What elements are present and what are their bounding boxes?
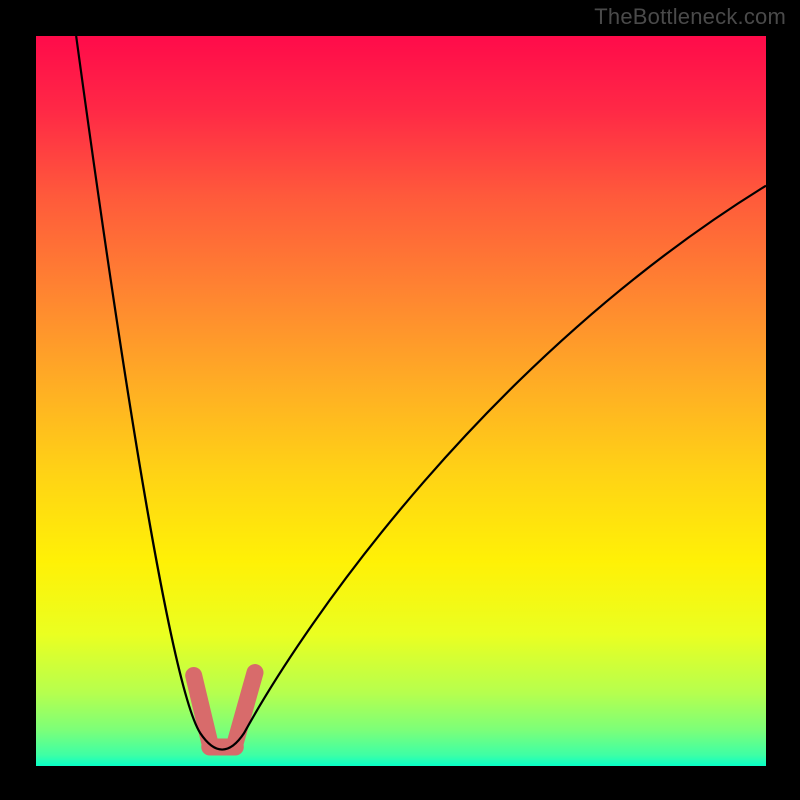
watermark-text: TheBottleneck.com <box>594 4 786 30</box>
bottleneck-chart <box>36 36 766 766</box>
chart-background <box>36 36 766 766</box>
chart-frame: TheBottleneck.com <box>0 0 800 800</box>
